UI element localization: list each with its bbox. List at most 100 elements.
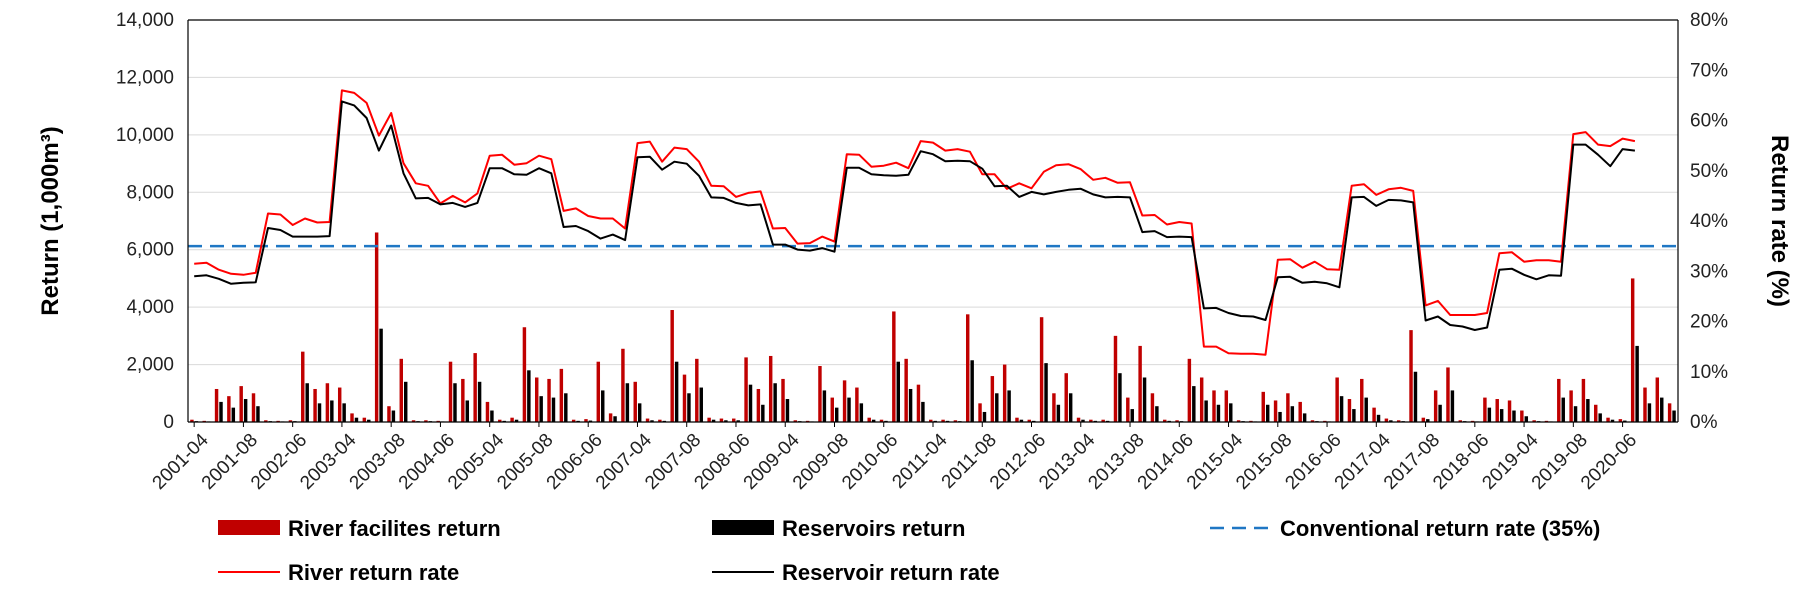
y-right-tick-label: 50% — [1690, 161, 1728, 182]
reservoir-return-bar — [342, 403, 346, 422]
river-return-bar — [301, 351, 305, 422]
y-left-tick-label: 10,000 — [116, 125, 174, 146]
river-return-bar — [1396, 420, 1401, 422]
river-return-bar — [584, 419, 588, 422]
reservoir-return-bar — [871, 419, 876, 422]
gridlines — [188, 19, 1678, 366]
river-return-bar — [1027, 419, 1032, 422]
river-return-bar — [1446, 367, 1450, 422]
river-return-bar — [1064, 373, 1068, 422]
reservoir-return-bar — [1524, 416, 1529, 422]
y-left-tick-label: 14,000 — [116, 10, 174, 31]
legend-label: Conventional return rate (35%) — [1280, 516, 1600, 541]
y-left-tick-label: 4,000 — [126, 297, 174, 318]
river-return-bar — [535, 377, 539, 422]
river-return-bar — [1520, 410, 1524, 422]
river-return-bar — [264, 420, 268, 422]
reservoir-return-bar — [256, 406, 260, 422]
reservoir-return-bar — [305, 383, 309, 422]
reservoir-return-bar — [477, 381, 482, 422]
river-return-bar — [855, 387, 859, 422]
reservoir-return-bar — [1044, 363, 1048, 422]
y-right-tick-label: 80% — [1690, 10, 1728, 31]
reservoir-return-bar — [613, 416, 617, 422]
river-return-bar — [1594, 404, 1598, 422]
river-return-bar — [682, 374, 687, 422]
river-return-bar — [1002, 364, 1007, 422]
y-left-tick-label: 6,000 — [126, 240, 174, 261]
y-right-tick-label: 30% — [1690, 261, 1728, 282]
reservoir-return-bar — [1265, 404, 1270, 422]
river-return-bar — [1347, 399, 1352, 422]
reservoir-return-bar — [1229, 403, 1233, 422]
reservoir-return-rate-line — [194, 100, 1636, 331]
river-return-bar — [818, 366, 822, 422]
reservoir-return-bar — [1007, 390, 1011, 422]
reservoir-return-bar — [1586, 399, 1590, 422]
legend-label: River return rate — [288, 560, 459, 585]
river-return-bar — [1052, 393, 1056, 422]
river-return-bar — [941, 419, 945, 422]
reservoir-return-bar — [834, 407, 839, 422]
reservoir-return-bar — [1352, 409, 1356, 422]
y-axis-right-title: Return rate (%) — [1766, 135, 1793, 307]
river-return-bar — [1199, 377, 1204, 422]
legend-label: Reservoir return rate — [782, 560, 1000, 585]
y-right-tick-label: 0% — [1690, 412, 1718, 433]
river-return-bar — [547, 378, 551, 422]
reservoir-return-bar — [1056, 404, 1061, 422]
river-return-bar — [608, 413, 613, 422]
river-return-bar — [596, 361, 601, 422]
river-return-bar — [916, 384, 921, 422]
y-left-tick-label: 2,000 — [126, 355, 174, 376]
reservoir-return-bar — [1499, 409, 1504, 422]
reservoir-return-bar — [514, 419, 519, 422]
river-return-bar — [1236, 420, 1241, 422]
river-return-bar — [879, 419, 884, 422]
river-return-bar — [978, 403, 982, 422]
river-return-bar — [337, 387, 342, 422]
river-return-bar — [1138, 345, 1142, 422]
reservoir-return-bar — [1438, 404, 1442, 422]
reservoir-return-bar — [391, 410, 396, 422]
reservoir-return-bar — [1081, 419, 1085, 422]
legend-swatch-bar — [218, 520, 280, 535]
river-return-bar — [350, 413, 354, 422]
river-return-bar — [461, 378, 465, 422]
river-return-bar — [695, 358, 699, 422]
reservoir-return-bar — [1426, 419, 1430, 422]
river-return-bar — [830, 397, 834, 422]
river-return-bar — [1335, 377, 1339, 422]
y-left-tick-label: 12,000 — [116, 67, 174, 88]
river-return-bar — [1643, 387, 1647, 422]
river-return-bar — [1101, 419, 1105, 422]
river-return-bar — [1310, 420, 1315, 422]
river-return-bar — [1039, 317, 1044, 422]
bars — [190, 232, 1676, 422]
reservoir-return-bar — [1389, 420, 1393, 422]
y-left-tick-label: 0 — [163, 412, 174, 433]
river-return-bar — [1212, 390, 1216, 422]
river-return-bar — [1433, 390, 1438, 422]
river-return-bar — [362, 417, 367, 422]
reservoir-return-bar — [896, 361, 901, 422]
river-return-bar — [227, 396, 231, 422]
river-return-bar — [313, 388, 317, 422]
reservoir-return-bar — [1561, 397, 1565, 422]
reservoir-return-bar — [231, 407, 236, 422]
reservoir-return-bar — [1142, 377, 1147, 422]
river-return-bar — [559, 368, 564, 422]
river-return-bar — [1298, 401, 1302, 422]
reservoir-return-bar — [736, 420, 740, 422]
lines — [188, 89, 1678, 356]
river-return-bar — [707, 417, 711, 422]
reservoir-return-bar — [859, 403, 864, 422]
river-return-bar — [1175, 420, 1179, 422]
y-right-tick-label: 10% — [1690, 362, 1728, 383]
river-return-bar — [325, 383, 330, 422]
river-return-rate-line — [194, 89, 1636, 356]
reservoir-return-bar — [748, 384, 753, 422]
river-return-bar — [1286, 393, 1290, 422]
reservoir-return-bar — [1302, 413, 1307, 422]
